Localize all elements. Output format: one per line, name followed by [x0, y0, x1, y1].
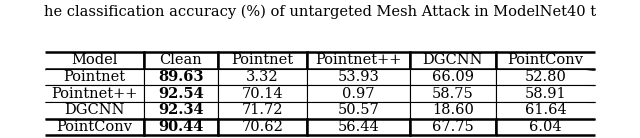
Text: he classification accuracy (%) of untargeted Mesh Attack in ModelNet40 t: he classification accuracy (%) of untarg… [44, 4, 596, 18]
